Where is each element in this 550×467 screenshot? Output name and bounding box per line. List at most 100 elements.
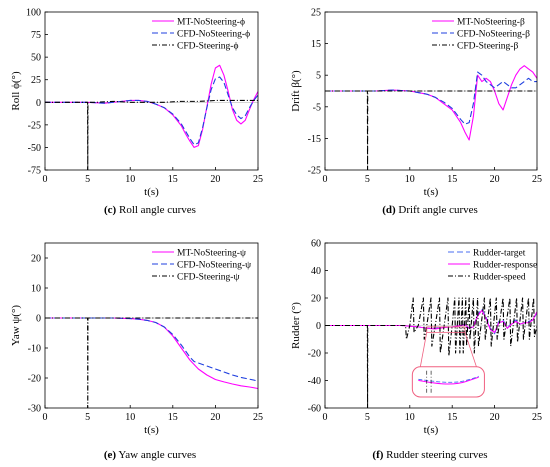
panel-e-ylabel: Yaw ψ(°) bbox=[10, 305, 22, 346]
panel-c-ytick-label: 0 bbox=[36, 98, 41, 109]
panel-f-legend-label-0: Rudder-target bbox=[473, 249, 526, 259]
panel-d-ylabel: Drift β(°) bbox=[290, 70, 302, 112]
panel-d-legend: MT-NoSteering-β CFD-NoSteering-β CFD-Steer… bbox=[432, 18, 530, 52]
panel-f-xtick-label: 15 bbox=[447, 412, 457, 423]
panel-e-xtick-label: 0 bbox=[43, 412, 48, 423]
panel-d-xtick-label: 0 bbox=[323, 174, 328, 185]
panel-d-series-1-line bbox=[325, 71, 537, 125]
panel-d-ytick-label: -5 bbox=[313, 102, 321, 113]
panel-f-series-2-line bbox=[325, 297, 537, 408]
panel-d-ytick-label: -25 bbox=[308, 166, 321, 177]
panel-f-ytick-label: -60 bbox=[308, 404, 321, 415]
panel-d-caption-letter: (d) bbox=[382, 204, 396, 216]
panel-d-series-0-line bbox=[325, 65, 537, 141]
panel-c-ytick-label: 75 bbox=[31, 30, 41, 41]
panel-f-ytick-label: 0 bbox=[316, 321, 321, 332]
panel-d-caption-text: Drift angle curves bbox=[396, 204, 478, 216]
panel-f-xtick-label: 10 bbox=[405, 412, 415, 423]
panel-f: 0 5 10 15 20 25 -60 -40 -20 0 20 40 60 t(s) Rudder (°)… bbox=[290, 239, 542, 462]
panel-c-xlabel: t(s) bbox=[144, 186, 159, 198]
panel-e-xtick-label: 10 bbox=[125, 412, 135, 423]
panel-f-xlabel: t(s) bbox=[424, 424, 439, 436]
panel-c-ytick-label: -25 bbox=[28, 120, 41, 131]
panel-e-series-group bbox=[45, 317, 258, 408]
panel-f-legend: Rudder-target Rudder-response Rudder-speed bbox=[448, 249, 537, 283]
panel-e-xtick-label: 15 bbox=[168, 412, 178, 423]
panel-e-legend-label-1: CFD-NoSteering-ψ bbox=[177, 261, 251, 271]
panel-c-caption-letter: (c) bbox=[104, 204, 117, 216]
panel-c-caption: (c) Roll angle curves bbox=[104, 204, 196, 216]
panel-e-legend: MT-NoSteering-ψ CFD-NoSteering-ψ CFD-Steer… bbox=[152, 249, 251, 283]
panel-e-ytick-label: -10 bbox=[28, 344, 41, 355]
panel-f-xtick-label: 0 bbox=[323, 412, 328, 423]
zoom-connector bbox=[464, 332, 477, 367]
panel-d-xtick-label: 10 bbox=[405, 174, 415, 185]
panel-f-xtick-label: 20 bbox=[490, 412, 500, 423]
panel-f-ytick-label: 60 bbox=[311, 239, 321, 250]
panel-d-ytick-label: -15 bbox=[308, 134, 321, 145]
panel-e-series-1-line bbox=[45, 317, 258, 382]
panel-d-xlabel: t(s) bbox=[424, 186, 439, 198]
panel-c-xtick-label: 5 bbox=[85, 174, 90, 185]
zoom-connector bbox=[419, 332, 428, 367]
panel-f-zoom-inset bbox=[411, 326, 485, 398]
panel-f-caption-letter: (f) bbox=[372, 449, 383, 461]
panel-e-legend-label-2: CFD-Steering-ψ bbox=[177, 273, 239, 283]
panel-d-series-group bbox=[325, 65, 537, 170]
panel-f-xtick-label: 5 bbox=[365, 412, 370, 423]
zoom-source-box bbox=[426, 326, 466, 333]
panel-c-legend-label-2: CFD-Steering-ϕ bbox=[177, 42, 238, 52]
panel-f-legend-label-1: Rudder-response bbox=[473, 261, 537, 271]
panel-f-series-1-line bbox=[325, 309, 537, 333]
panel-e-ytick-label: -30 bbox=[28, 404, 41, 415]
panel-e-xlabel: t(s) bbox=[144, 424, 159, 436]
panel-c-series-1-line bbox=[45, 76, 258, 146]
panel-e-series-0-line bbox=[45, 317, 258, 390]
panel-c-legend-label-1: CFD-NoSteering-ϕ bbox=[177, 30, 250, 40]
panel-e-xtick-label: 20 bbox=[210, 412, 220, 423]
panel-d-xtick-label: 25 bbox=[532, 174, 542, 185]
panel-c-ylabel: Roll ϕ(°) bbox=[10, 71, 22, 111]
panel-f-series-0-line bbox=[325, 308, 537, 335]
panel-f-ylabel: Rudder (°) bbox=[290, 302, 302, 349]
panel-e-xtick-label: 5 bbox=[85, 412, 90, 423]
panel-e-ytick-label: 0 bbox=[36, 314, 41, 325]
panel-c-series-2-line bbox=[45, 99, 258, 170]
panel-d: 0 5 10 15 20 25 -25 -15 -5 5 15 25 t(s) Drift β(°) MT-… bbox=[290, 8, 542, 217]
panel-f-series-group bbox=[325, 297, 537, 408]
panel-c-caption-text: Roll angle curves bbox=[116, 204, 196, 216]
panel-c-ytick-label: 50 bbox=[31, 53, 41, 64]
panel-c-series-group bbox=[45, 64, 258, 170]
panel-d-caption: (d) Drift angle curves bbox=[382, 204, 478, 216]
panel-f-xtick-label: 25 bbox=[532, 412, 542, 423]
panel-d-axes-frame bbox=[324, 11, 538, 171]
panel-c-xtick-label: 15 bbox=[168, 174, 178, 185]
panel-e-legend-label-0: MT-NoSteering-ψ bbox=[177, 249, 246, 259]
panel-d-xtick-label: 15 bbox=[447, 174, 457, 185]
panel-c: 0 5 10 15 20 25 -75 -50 -25 0 25 50 75 100 t(s) Roll ϕ(… bbox=[10, 8, 263, 217]
panel-d-series-2-line bbox=[325, 90, 537, 170]
panel-d-ytick-label: 15 bbox=[311, 39, 321, 50]
panel-e-ytick-label: 20 bbox=[31, 254, 41, 265]
panel-c-ytick-label: -75 bbox=[28, 166, 41, 177]
panel-c-series-0-line bbox=[45, 64, 258, 148]
panel-d-legend-label-2: CFD-Steering-β bbox=[457, 42, 518, 52]
panel-c-ytick-label: -50 bbox=[28, 143, 41, 154]
panel-e-ytick-label: 10 bbox=[31, 284, 41, 295]
panel-e-xtick-label: 25 bbox=[253, 412, 263, 423]
panel-e-caption-text: Yaw angle curves bbox=[116, 449, 196, 461]
panel-c-legend: MT-NoSteering-ϕ CFD-NoSteering-ϕ CFD-Steer… bbox=[152, 18, 250, 52]
zoom-response-line bbox=[418, 376, 480, 385]
panel-c-ytick-label: 25 bbox=[31, 75, 41, 86]
panel-e-axes-frame bbox=[44, 242, 259, 409]
panel-d-legend-label-0: MT-NoSteering-β bbox=[457, 18, 525, 28]
panel-c-xtick-label: 20 bbox=[210, 174, 220, 185]
panel-c-xtick-label: 25 bbox=[253, 174, 263, 185]
panel-f-legend-label-2: Rudder-speed bbox=[473, 273, 526, 283]
panel-e-caption: (e) Yaw angle curves bbox=[104, 449, 196, 461]
panel-c-ytick-label: 100 bbox=[26, 8, 41, 19]
panel-c-xtick-label: 10 bbox=[125, 174, 135, 185]
panel-d-xtick-label: 5 bbox=[365, 174, 370, 185]
panel-c-xtick-label: 0 bbox=[43, 174, 48, 185]
